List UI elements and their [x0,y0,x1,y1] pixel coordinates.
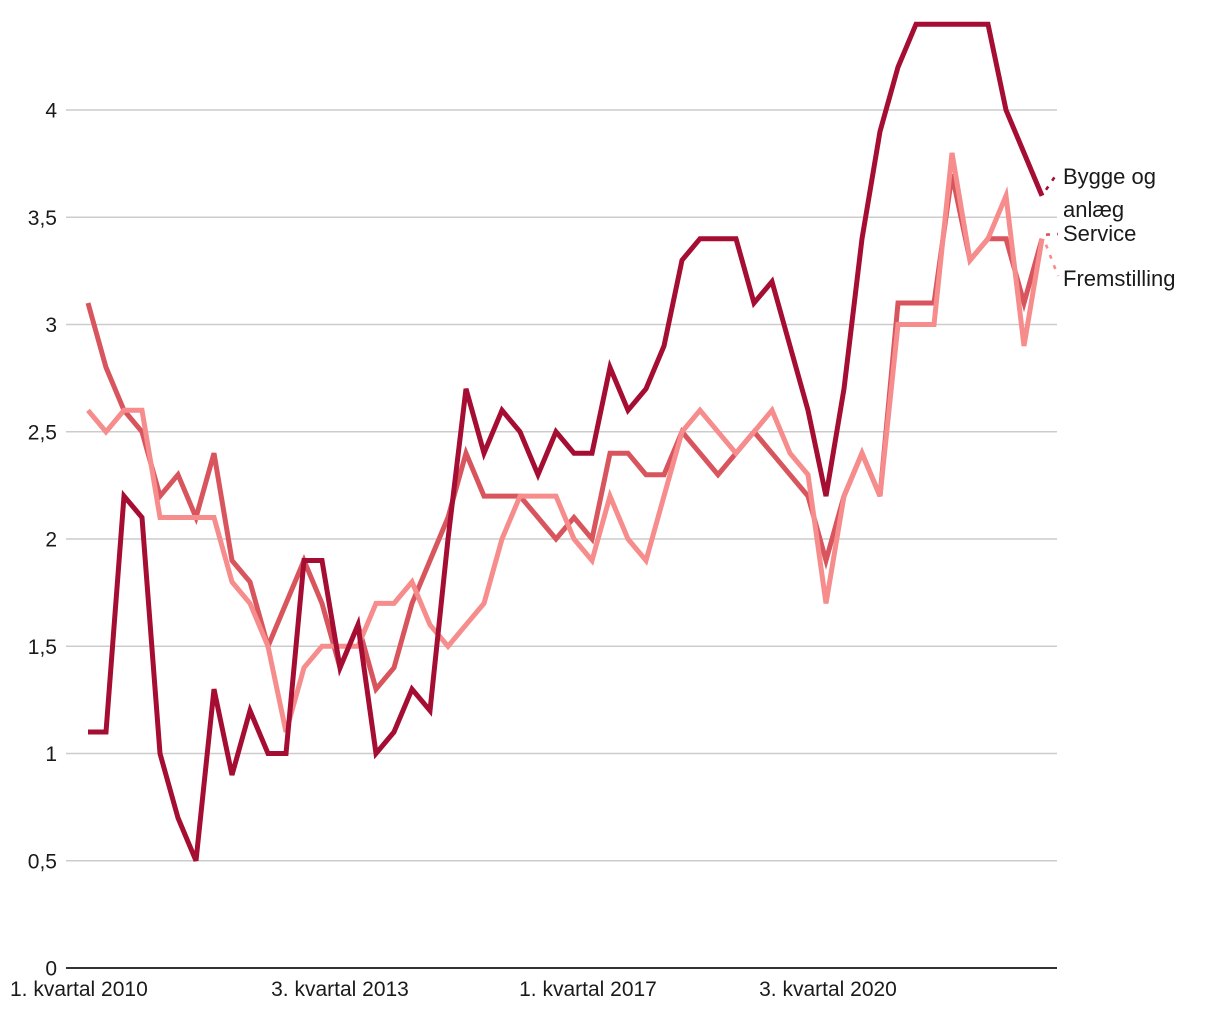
y-tick-label: 1 [45,743,57,766]
y-tick-label: 2,5 [28,421,57,444]
x-tick-label: 1. kvartal 2010 [10,978,148,1001]
y-tick-label: 4 [45,100,57,123]
legend-leader-lines [1044,171,1060,277]
x-tick-label: 3. kvartal 2020 [759,978,897,1001]
legend-label-bygge-og-anl-g: Bygge og anlæg [1063,164,1156,222]
y-tick-label: 2 [45,529,57,552]
legend-label-fremstilling: Fremstilling [1063,266,1175,291]
x-tick-label: 1. kvartal 2017 [519,978,657,1001]
y-tick-label: 0,5 [28,850,57,873]
leader-line-fremstilling [1044,244,1060,277]
y-tick-label: 3 [45,314,57,337]
y-axis-tick-labels: 0 0,5 1 1,5 2 2,5 3 3,5 4 [28,100,58,981]
y-tick-label: 0 [45,958,57,981]
leader-line-bygge-og-anl-g [1044,171,1060,191]
legend-labels: Service Fremstilling Bygge og anlæg [1063,164,1175,291]
legend-label-service: Service [1063,221,1136,246]
series-line-fremstilling [86,152,1045,733]
gridlines [66,109,1057,969]
series-lines [85,21,1045,862]
series-line-bygge-og-anl-g [88,21,1045,862]
y-tick-label: 1,5 [28,636,57,659]
x-tick-label: 3. kvartal 2013 [271,978,409,1001]
leader-line-service [1045,232,1059,236]
y-tick-label: 3,5 [28,207,57,230]
x-axis-tick-labels: 1. kvartal 2010 3. kvartal 2013 1. kvartal… [10,978,897,1001]
